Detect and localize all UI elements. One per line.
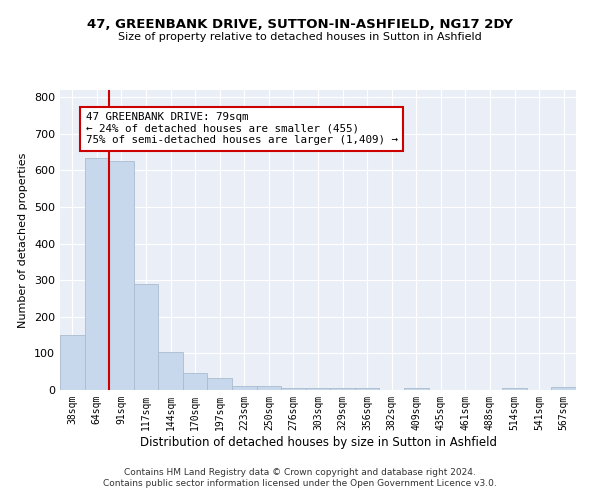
Bar [257,386,281,390]
Bar [208,378,232,390]
Bar [330,388,355,390]
Bar [306,388,330,390]
Bar [158,352,183,390]
Bar [551,387,576,390]
Bar [355,388,379,390]
Bar [60,335,85,390]
Text: 47 GREENBANK DRIVE: 79sqm
← 24% of detached houses are smaller (455)
75% of semi: 47 GREENBANK DRIVE: 79sqm ← 24% of detac… [86,112,398,145]
Bar [109,162,134,390]
Text: 47, GREENBANK DRIVE, SUTTON-IN-ASHFIELD, NG17 2DY: 47, GREENBANK DRIVE, SUTTON-IN-ASHFIELD,… [87,18,513,30]
Bar [134,284,158,390]
Bar [404,388,428,390]
Y-axis label: Number of detached properties: Number of detached properties [19,152,28,328]
Bar [281,388,306,390]
Bar [85,158,109,390]
X-axis label: Distribution of detached houses by size in Sutton in Ashfield: Distribution of detached houses by size … [139,436,497,448]
Bar [502,388,527,390]
Text: Contains HM Land Registry data © Crown copyright and database right 2024.
Contai: Contains HM Land Registry data © Crown c… [103,468,497,487]
Bar [232,386,257,390]
Bar [183,373,208,390]
Text: Size of property relative to detached houses in Sutton in Ashfield: Size of property relative to detached ho… [118,32,482,42]
